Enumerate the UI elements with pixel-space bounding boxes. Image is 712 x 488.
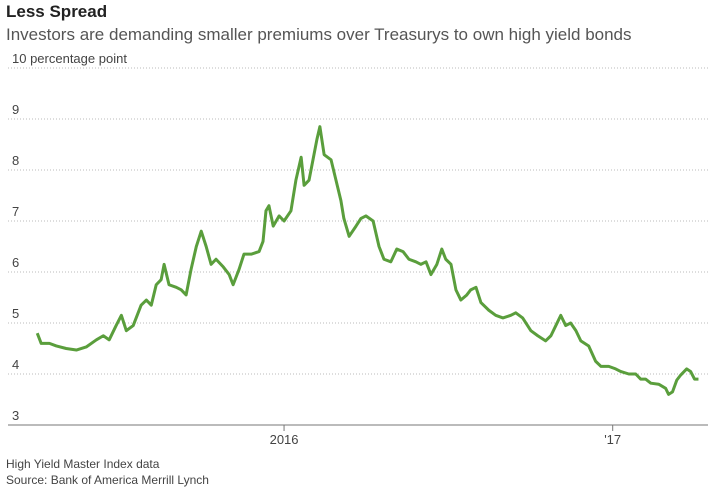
note: High Yield Master Index data bbox=[6, 457, 160, 471]
chart-title: Less Spread bbox=[6, 2, 107, 21]
x-tick-label: 2016 bbox=[270, 432, 299, 447]
y-tick-label: 5 bbox=[12, 306, 19, 321]
y-tick-label: 3 bbox=[12, 408, 19, 423]
y-tick-label: 10 percentage point bbox=[12, 51, 127, 66]
source: Source: Bank of America Merrill Lynch bbox=[6, 473, 209, 487]
chart-subtitle: Investors are demanding smaller premiums… bbox=[6, 25, 632, 44]
y-tick-label: 6 bbox=[12, 255, 19, 270]
y-tick-label: 8 bbox=[12, 153, 19, 168]
y-tick-label: 4 bbox=[12, 357, 19, 372]
x-tick-label: '17 bbox=[604, 432, 621, 447]
y-tick-label: 9 bbox=[12, 102, 19, 117]
data-line bbox=[35, 125, 699, 396]
y-tick-label: 7 bbox=[12, 204, 19, 219]
